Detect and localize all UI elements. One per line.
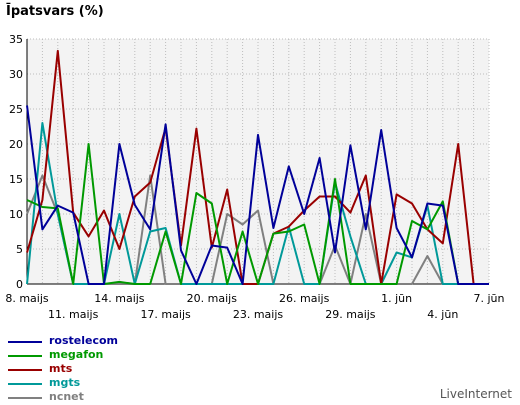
x-tick-label: 29. maijs (325, 308, 376, 321)
x-tick-label: 14. maijs (94, 292, 145, 305)
y-tick-label: 30 (9, 68, 23, 81)
y-tick-label: 5 (16, 243, 23, 256)
credit-text: LiveInternet (439, 387, 512, 401)
legend-swatch (8, 341, 42, 343)
y-tick-label: 25 (9, 103, 23, 116)
x-tick-label: 26. maijs (279, 292, 330, 305)
x-tick-label: 20. maijs (187, 292, 238, 305)
y-tick-label: 10 (9, 208, 23, 221)
y-tick-label: 20 (9, 138, 23, 151)
y-tick-label: 0 (16, 278, 23, 291)
y-axis-title: Īpatsvars (%) (6, 4, 104, 19)
x-tick-label: 11. maijs (48, 308, 99, 321)
legend-swatch (8, 397, 42, 399)
legend-swatch (8, 383, 42, 385)
legend-label: mts (49, 362, 73, 375)
plot-svg: 0 5 10 15 20 25 30 35 8. maijs 14. maijs 20. maijs… (5, 33, 505, 321)
x-tick-label: 17. maijs (140, 308, 191, 321)
legend-label: ncnet (49, 390, 84, 403)
y-tick-label: 15 (9, 173, 23, 186)
legend-swatch (8, 369, 42, 371)
x-tick-label: 4. jūn (427, 308, 458, 321)
series-line-rostelecom (26, 105, 489, 285)
x-tick-label: 23. maijs (233, 308, 284, 321)
legend-swatch (8, 355, 42, 357)
x-tick-label: 1. jūn (381, 292, 412, 305)
legend-label: megafon (49, 348, 104, 361)
legend-label: rostelecom (49, 334, 119, 347)
legend-label: mgts (49, 376, 81, 389)
x-tick-label: 7. jūn (474, 292, 505, 305)
x-tick-label: 8. maijs (5, 292, 49, 305)
y-tick-label: 35 (9, 33, 23, 46)
